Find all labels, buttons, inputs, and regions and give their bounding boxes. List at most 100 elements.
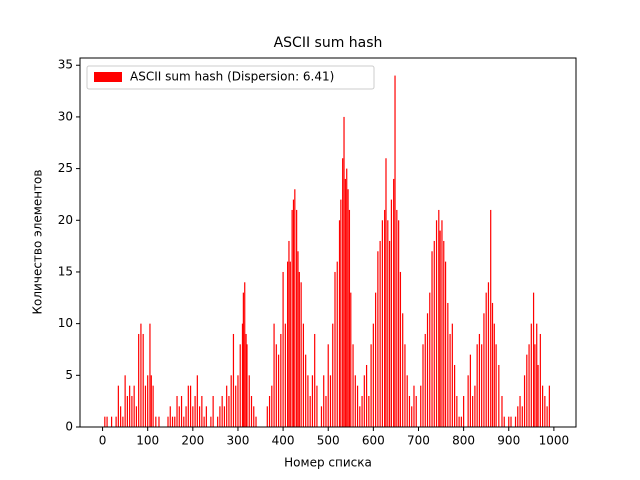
bar — [104, 416, 106, 427]
bar — [359, 406, 361, 427]
bar — [124, 375, 126, 427]
bar — [404, 344, 406, 427]
bar — [302, 323, 305, 427]
bar — [150, 375, 152, 427]
bar — [449, 333, 451, 427]
bar — [451, 323, 453, 427]
bar — [478, 333, 481, 427]
bar — [526, 354, 528, 427]
bar — [241, 323, 244, 427]
bar — [221, 395, 223, 427]
bar — [167, 416, 169, 427]
x-tick-label: 500 — [317, 434, 340, 448]
bar — [387, 220, 389, 427]
bar — [292, 199, 295, 427]
bar — [189, 385, 192, 427]
bar — [291, 209, 293, 427]
bar — [347, 189, 349, 427]
bar — [219, 406, 221, 427]
bar — [273, 323, 275, 427]
bar — [408, 395, 411, 427]
bar — [377, 251, 379, 427]
chart-title: ASCII sum hash — [274, 35, 383, 51]
bar — [483, 313, 485, 427]
bar — [210, 416, 212, 427]
bar — [365, 364, 368, 427]
bar — [230, 375, 232, 427]
y-tick-label: 20 — [58, 213, 73, 227]
bar — [346, 168, 348, 428]
bar — [311, 375, 314, 427]
bar — [469, 354, 471, 427]
bar — [514, 416, 517, 427]
bar — [178, 406, 180, 427]
bar — [158, 416, 160, 427]
bar — [381, 220, 383, 427]
bar — [406, 375, 408, 427]
bar — [431, 251, 433, 427]
bar — [370, 344, 372, 427]
bar — [205, 406, 207, 427]
bar — [131, 395, 133, 427]
bar — [201, 395, 203, 427]
bar — [237, 375, 239, 427]
legend-label: ASCII sum hash (Dispersion: 6.41) — [130, 70, 334, 84]
bar — [521, 406, 523, 427]
bar — [354, 375, 356, 427]
y-axis-label: Количество элементов — [31, 170, 45, 315]
bar — [433, 240, 435, 427]
x-axis-label: Номер списка — [284, 456, 372, 470]
x-tick-label: 900 — [497, 434, 520, 448]
bar — [344, 178, 346, 427]
bar — [120, 406, 122, 427]
bar — [348, 209, 351, 427]
bar — [336, 261, 338, 427]
bar — [420, 385, 422, 427]
bar — [266, 406, 268, 427]
x-tick-label: 1000 — [539, 434, 570, 448]
bar — [316, 385, 318, 427]
y-tick-label: 15 — [58, 264, 73, 278]
bar — [174, 416, 176, 427]
bar — [389, 240, 391, 427]
bar — [415, 395, 417, 427]
bar — [138, 333, 140, 427]
bar — [447, 302, 449, 427]
bar — [106, 416, 108, 427]
bar — [300, 282, 302, 427]
bar — [282, 271, 284, 427]
bar — [422, 344, 424, 427]
bar — [495, 344, 497, 427]
bar — [463, 395, 465, 427]
bar — [277, 354, 280, 427]
bar — [493, 323, 495, 427]
bar — [474, 385, 476, 427]
legend-swatch — [94, 72, 122, 82]
bar — [268, 395, 271, 427]
x-tick-label: 100 — [136, 434, 159, 448]
x-tick-label: 200 — [181, 434, 204, 448]
bar — [271, 385, 273, 427]
bar — [385, 158, 387, 427]
bar — [396, 209, 398, 427]
bar — [393, 178, 395, 427]
bar — [426, 313, 429, 427]
bar — [372, 323, 374, 427]
bar — [490, 209, 492, 427]
bar — [368, 395, 370, 427]
bar — [438, 209, 440, 427]
bar — [435, 220, 438, 427]
bar — [329, 375, 332, 427]
x-tick-label: 600 — [362, 434, 385, 448]
bar — [169, 406, 171, 427]
bar — [327, 344, 329, 427]
bar — [297, 251, 299, 427]
bar — [548, 385, 550, 427]
bar — [332, 323, 334, 427]
bar — [498, 364, 500, 427]
bar — [429, 292, 431, 427]
bar — [444, 261, 447, 427]
bar — [242, 292, 244, 427]
bar — [356, 385, 359, 427]
